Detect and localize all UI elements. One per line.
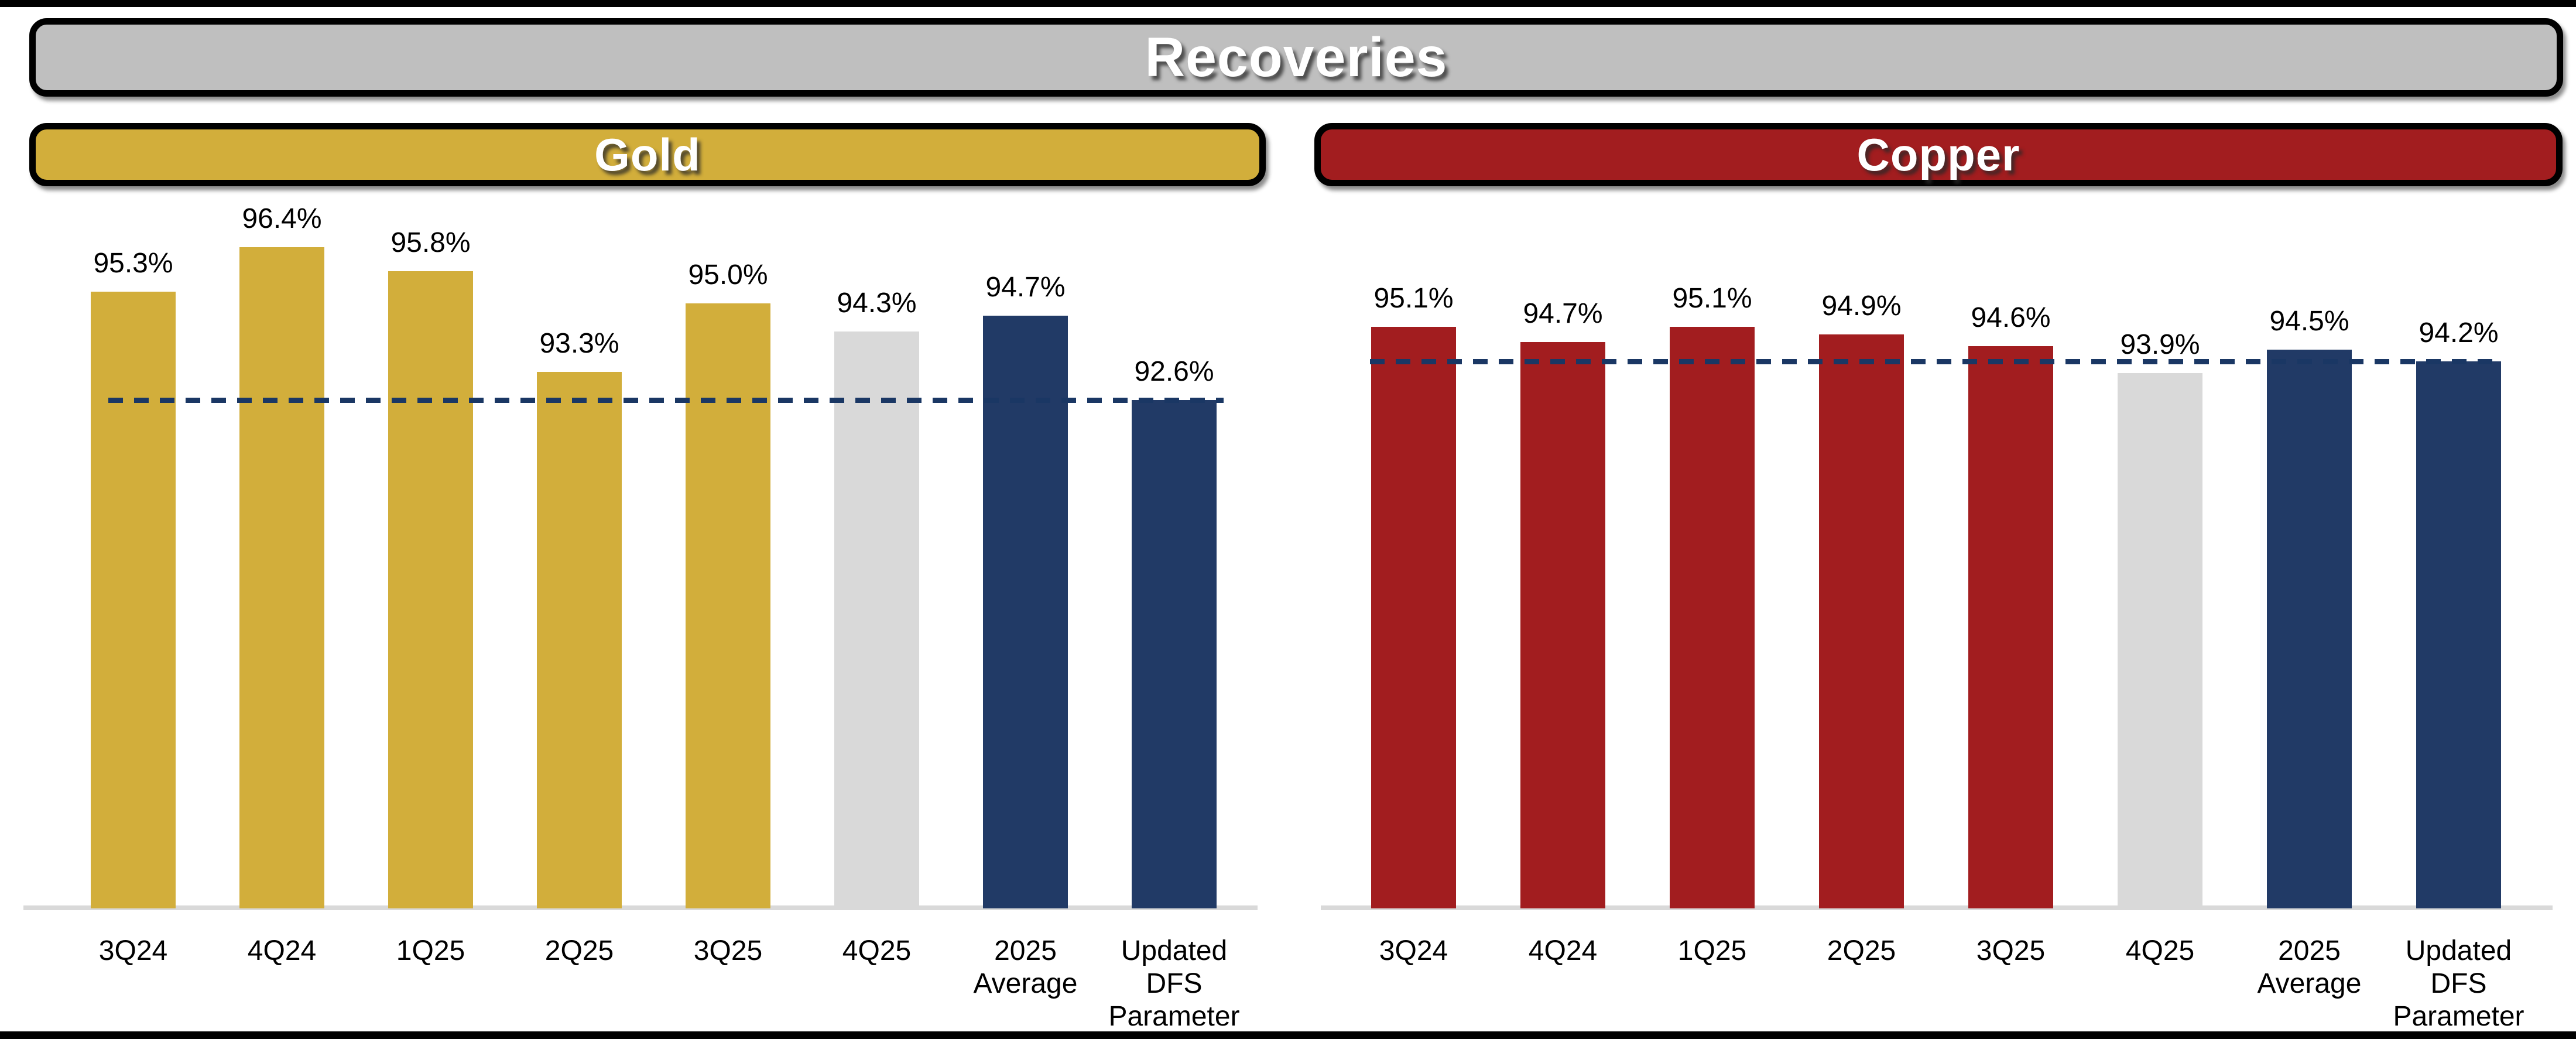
gold-bar-1Q25 bbox=[388, 271, 473, 908]
page-title: Recoveries bbox=[1145, 26, 1448, 88]
copper-value-label-1Q25: 95.1% bbox=[1672, 283, 1752, 315]
copper-value-label-4Q24: 94.7% bbox=[1523, 298, 1603, 330]
copper-bar-3Q24 bbox=[1371, 327, 1456, 908]
gold-x-axis-line bbox=[23, 905, 1258, 910]
copper-category-label-4Q24: 4Q24 bbox=[1528, 935, 1598, 966]
gold-value-label-4Q24: 96.4% bbox=[242, 203, 322, 235]
copper-bar-4Q25 bbox=[2118, 372, 2202, 908]
gold-bar-2Q25 bbox=[537, 371, 622, 908]
gold-category-label-Updated-DFS-Parameter: Updated DFS Parameter bbox=[1108, 935, 1240, 1032]
gold-category-label-3Q24: 3Q24 bbox=[98, 935, 168, 966]
gold-value-label-4Q25: 94.3% bbox=[837, 288, 917, 319]
copper-value-label-Updated-DFS-Parameter: 94.2% bbox=[2419, 317, 2499, 349]
gold-category-label-2025-Average: 2025 Average bbox=[973, 935, 1078, 999]
copper-category-label-1Q25: 1Q25 bbox=[1677, 935, 1747, 966]
gold-category-label-2Q25: 2Q25 bbox=[544, 935, 614, 966]
copper-category-label-3Q25: 3Q25 bbox=[1976, 935, 2046, 966]
gold-value-label-3Q24: 95.3% bbox=[93, 247, 173, 279]
copper-category-label-2Q25: 2Q25 bbox=[1827, 935, 1896, 966]
copper-bar-2025-Average bbox=[2267, 350, 2352, 908]
copper-header-box: Copper bbox=[1314, 123, 2563, 186]
gold-bar-4Q24 bbox=[239, 247, 324, 908]
top-border-bar bbox=[0, 0, 2576, 7]
recoveries-header-box: Recoveries bbox=[29, 18, 2563, 97]
gold-value-label-Updated-DFS-Parameter: 92.6% bbox=[1134, 356, 1214, 387]
gold-category-label-3Q25: 3Q25 bbox=[693, 935, 763, 966]
gold-panel-title: Gold bbox=[594, 128, 701, 180]
copper-bar-1Q25 bbox=[1670, 327, 1755, 908]
gold-header-box: Gold bbox=[29, 123, 1266, 186]
copper-value-label-4Q25: 93.9% bbox=[2120, 329, 2200, 360]
copper-bar-3Q25 bbox=[1968, 346, 2053, 908]
copper-value-label-3Q24: 95.1% bbox=[1373, 283, 1454, 315]
gold-bar-3Q25 bbox=[686, 303, 770, 908]
gold-value-label-2025-Average: 94.7% bbox=[985, 271, 1066, 303]
copper-category-label-Updated-DFS-Parameter: Updated DFS Parameter bbox=[2393, 935, 2524, 1032]
gold-bar-3Q24 bbox=[91, 291, 176, 908]
copper-bar-Updated-DFS-Parameter bbox=[2416, 361, 2501, 908]
gold-bar-2025-Average bbox=[983, 315, 1068, 908]
gold-value-label-2Q25: 93.3% bbox=[539, 327, 619, 359]
gold-value-label-1Q25: 95.8% bbox=[390, 227, 471, 259]
copper-category-label-3Q24: 3Q24 bbox=[1379, 935, 1448, 966]
copper-value-label-2025-Average: 94.5% bbox=[2269, 306, 2349, 337]
gold-bar-Updated-DFS-Parameter bbox=[1132, 400, 1217, 908]
copper-value-label-2Q25: 94.9% bbox=[1821, 290, 1902, 322]
copper-bar-4Q24 bbox=[1520, 342, 1605, 908]
copper-bar-2Q25 bbox=[1819, 334, 1904, 908]
gold-category-label-1Q25: 1Q25 bbox=[396, 935, 465, 966]
bottom-border-bar bbox=[0, 1031, 2576, 1039]
copper-value-label-3Q25: 94.6% bbox=[1971, 302, 2051, 333]
copper-x-axis-line bbox=[1321, 905, 2553, 910]
gold-category-label-4Q25: 4Q25 bbox=[842, 935, 912, 966]
gold-category-label-4Q24: 4Q24 bbox=[247, 935, 317, 966]
copper-reference-dashed-line bbox=[1370, 359, 2495, 365]
gold-value-label-3Q25: 95.0% bbox=[688, 259, 768, 291]
copper-category-label-2025-Average: 2025 Average bbox=[2257, 935, 2362, 999]
gold-reference-dashed-line bbox=[108, 398, 1224, 403]
copper-category-label-4Q25: 4Q25 bbox=[2125, 935, 2195, 966]
gold-bar-4Q25 bbox=[834, 331, 919, 908]
copper-panel-title: Copper bbox=[1856, 128, 2020, 180]
